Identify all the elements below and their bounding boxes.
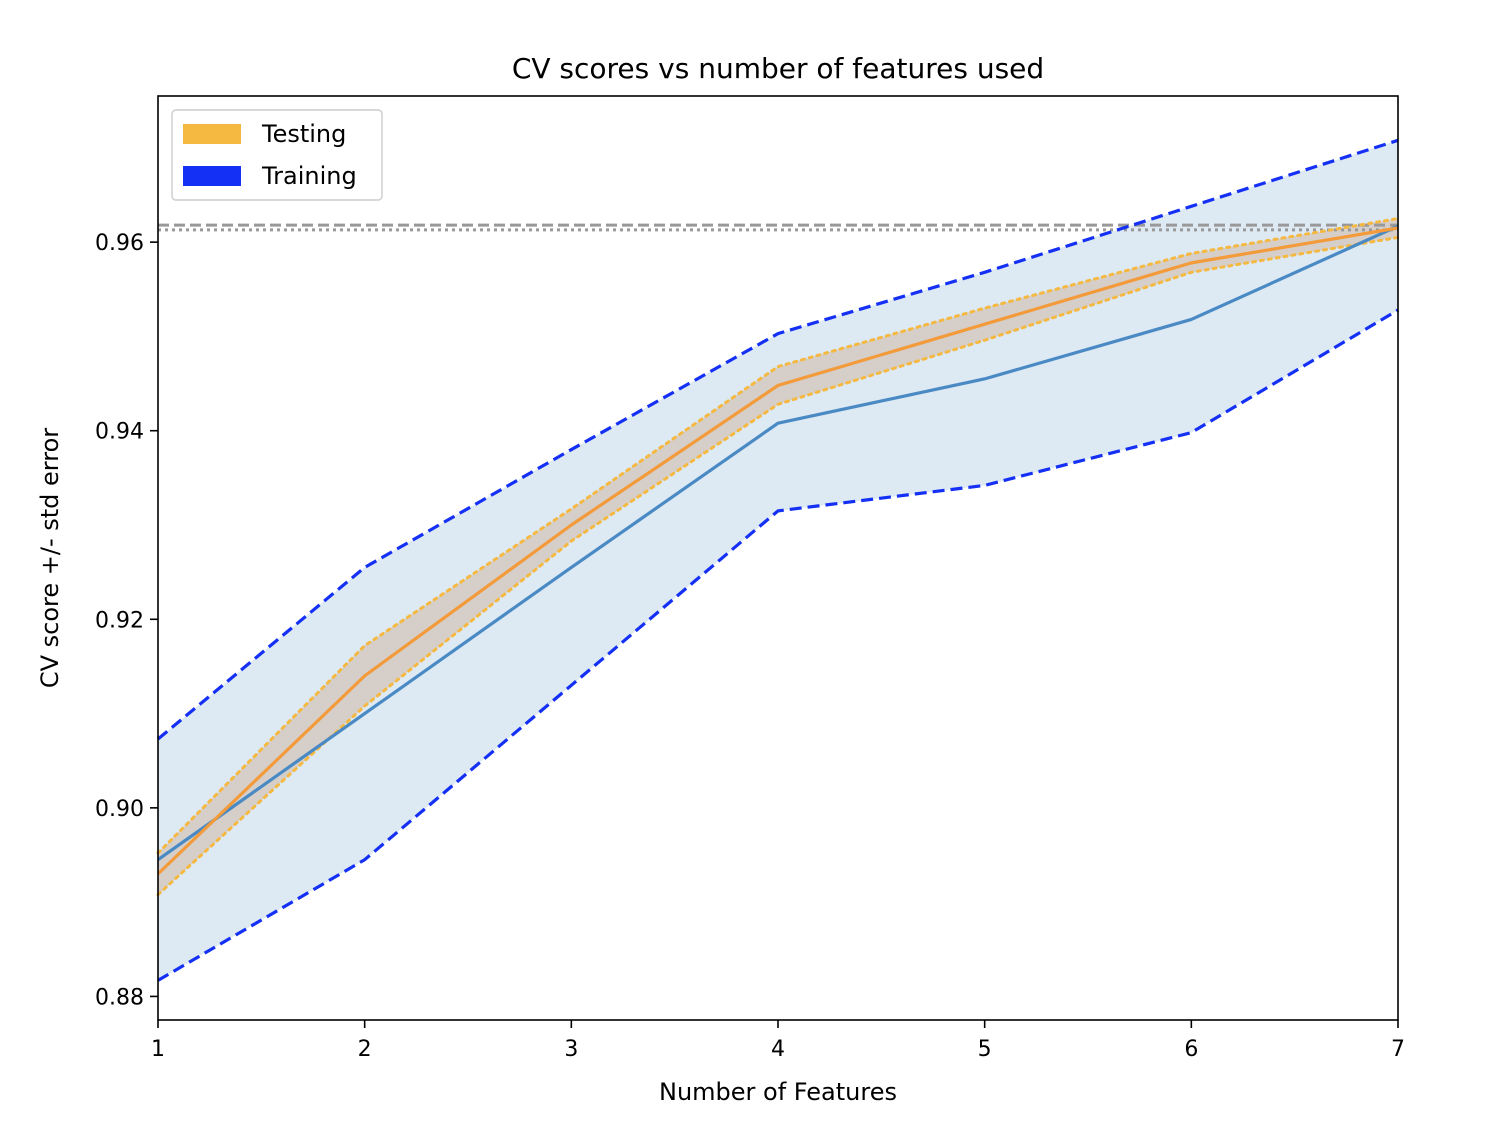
x-axis-label: Number of Features [659,1078,897,1106]
y-axis-ticks: 0.88 0.90 0.92 0.94 0.96 [95,231,158,1010]
legend-swatch-testing [183,124,241,144]
std-error-bands [158,140,1398,981]
y-tick-label: 0.92 [95,608,144,633]
legend-label-testing: Testing [261,120,346,148]
y-tick-label: 0.90 [95,797,144,822]
training-lower-bound [157,308,1399,982]
legend: Testing Training [171,109,383,201]
y-tick-label: 0.94 [95,420,144,445]
x-tick-label: 2 [358,1037,372,1062]
reference-lines [158,223,1398,232]
x-tick-label: 1 [151,1037,165,1062]
training-mean-line [157,224,1399,862]
testing-mean-line [156,226,1399,876]
y-axis-label: CV score +/- std error [36,428,64,688]
std-error-bounds [156,138,1400,982]
y-tick-label: 0.96 [95,231,144,256]
x-axis-ticks: 1 2 3 4 5 6 7 [151,1020,1405,1062]
x-tick-label: 3 [564,1037,578,1062]
y-tick-label: 0.88 [95,985,144,1010]
legend-label-training: Training [261,162,357,190]
x-tick-label: 4 [771,1037,785,1062]
testing-lower-bound [156,235,1400,897]
chart-title: CV scores vs number of features used [512,52,1044,85]
testing-upper-bound [156,217,1400,855]
training-upper-bound [156,138,1399,741]
series-lines [156,224,1399,876]
x-tick-label: 5 [978,1037,992,1062]
x-tick-label: 6 [1184,1037,1198,1062]
legend-swatch-training [183,166,241,186]
x-tick-label: 7 [1391,1037,1405,1062]
